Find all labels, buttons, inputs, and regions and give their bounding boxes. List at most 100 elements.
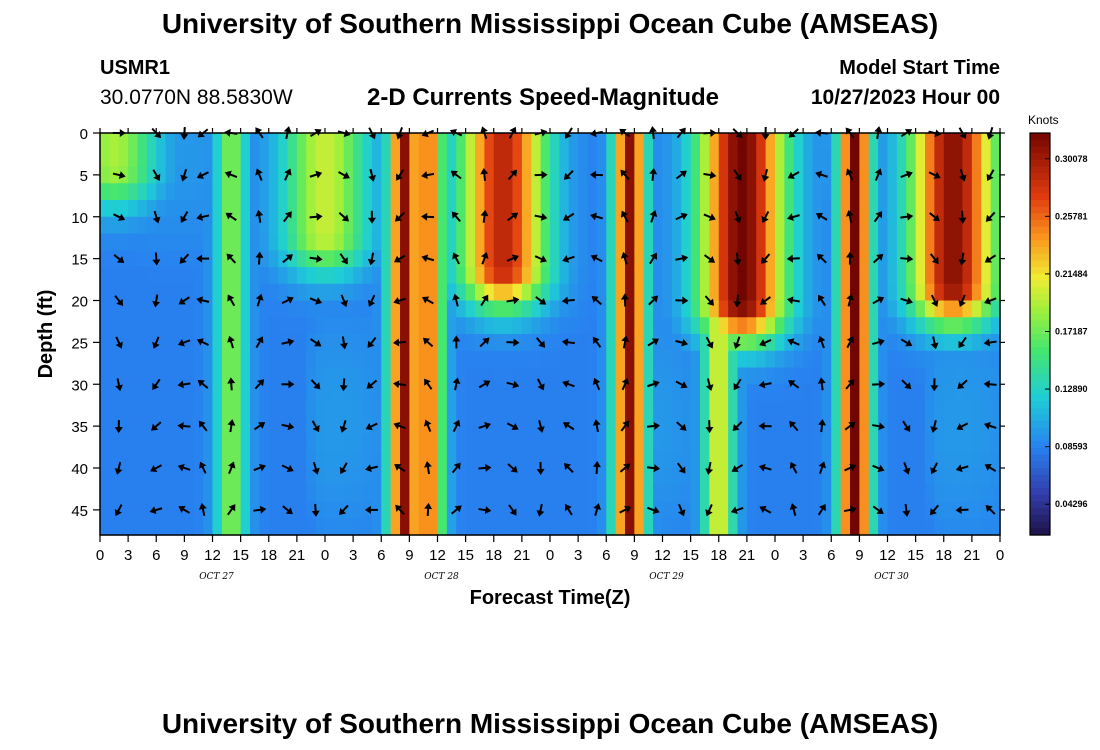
heatmap-cell bbox=[784, 133, 795, 151]
heatmap-cell bbox=[550, 451, 560, 469]
heatmap-cell bbox=[634, 267, 645, 285]
heatmap-cell bbox=[109, 300, 120, 318]
heatmap-cell bbox=[465, 384, 476, 402]
current-arrow bbox=[255, 336, 264, 349]
station-id: USMR1 bbox=[100, 57, 171, 79]
current-arrow bbox=[647, 464, 661, 473]
heatmap-cell bbox=[634, 334, 645, 352]
colorbar-segment bbox=[1030, 501, 1050, 509]
heatmap-cell bbox=[643, 501, 654, 519]
heatmap-cell bbox=[765, 200, 776, 218]
current-arrow bbox=[478, 380, 491, 389]
heatmap-cell bbox=[981, 250, 992, 268]
heatmap-cell bbox=[128, 417, 139, 436]
heatmap-cell bbox=[390, 367, 401, 385]
heatmap-cell bbox=[971, 166, 982, 184]
heatmap-cell bbox=[203, 149, 214, 168]
heatmap-cell bbox=[381, 518, 392, 536]
heatmap-cell bbox=[737, 484, 748, 503]
heatmap-cell bbox=[165, 183, 176, 201]
heatmap-cell bbox=[400, 417, 410, 436]
heatmap-cell bbox=[146, 250, 157, 268]
heatmap-cell bbox=[971, 250, 982, 268]
heatmap-cell bbox=[671, 133, 682, 151]
heatmap-cell bbox=[315, 417, 326, 436]
heatmap-cell bbox=[137, 384, 148, 402]
heatmap-cell bbox=[868, 133, 879, 151]
heatmap-cell bbox=[718, 451, 729, 469]
heatmap-cell bbox=[212, 484, 223, 503]
heatmap-cell bbox=[596, 484, 607, 503]
heatmap-cell bbox=[381, 384, 392, 402]
heatmap-cell bbox=[109, 518, 120, 536]
heatmap-cell bbox=[371, 518, 382, 536]
heatmap-cell bbox=[784, 183, 795, 201]
heatmap-cell bbox=[268, 149, 279, 168]
heatmap-cell bbox=[971, 283, 982, 302]
heatmap-cell bbox=[100, 133, 110, 151]
heatmap-cell bbox=[250, 334, 260, 352]
heatmap-cell bbox=[475, 233, 485, 251]
current-arrow bbox=[393, 380, 407, 389]
colorbar-segment bbox=[1030, 186, 1050, 194]
heatmap-cell bbox=[221, 250, 232, 268]
heatmap-cell bbox=[531, 401, 542, 419]
heatmap-cell bbox=[118, 317, 129, 335]
current-arrow bbox=[179, 253, 190, 264]
heatmap-cell bbox=[700, 518, 710, 536]
heatmap-cell bbox=[315, 317, 326, 335]
heatmap-cell bbox=[925, 401, 935, 419]
heatmap-cell bbox=[193, 216, 204, 235]
heatmap-cell bbox=[531, 501, 542, 519]
colorbar-segment bbox=[1030, 394, 1050, 402]
heatmap-cell bbox=[100, 501, 110, 519]
heatmap-cell bbox=[203, 434, 214, 452]
day-label: OCT 28 bbox=[424, 572, 459, 582]
heatmap-cell bbox=[878, 468, 889, 486]
heatmap-cell bbox=[962, 367, 973, 385]
heatmap-cell bbox=[521, 384, 532, 402]
heatmap-cell bbox=[118, 367, 129, 385]
heatmap-cell bbox=[203, 484, 214, 503]
current-arrow bbox=[177, 380, 191, 389]
heatmap-cell bbox=[446, 200, 457, 218]
heatmap-cell bbox=[568, 233, 579, 251]
heatmap-cell bbox=[709, 334, 720, 352]
heatmap-cell bbox=[175, 283, 185, 302]
heatmap-cell bbox=[109, 233, 120, 251]
heatmap-cell bbox=[156, 283, 167, 302]
heatmap-cell bbox=[878, 250, 889, 268]
heatmap-cell bbox=[268, 417, 279, 436]
heatmap-cell bbox=[868, 367, 879, 385]
heatmap-cell bbox=[137, 484, 148, 503]
heatmap-cell bbox=[868, 434, 879, 452]
heatmap-cell bbox=[475, 216, 485, 235]
heatmap-cell bbox=[531, 468, 542, 486]
heatmap-cell bbox=[371, 216, 382, 235]
heatmap-cell bbox=[756, 133, 767, 151]
heatmap-cell bbox=[371, 434, 382, 452]
heatmap-cell bbox=[803, 283, 814, 302]
heatmap-cell bbox=[606, 350, 617, 369]
heatmap-cell bbox=[934, 149, 945, 168]
heatmap-cell bbox=[109, 317, 120, 335]
heatmap-cell bbox=[803, 350, 814, 369]
heatmap-cell bbox=[259, 518, 270, 536]
heatmap-cell bbox=[278, 468, 289, 486]
heatmap-cell bbox=[896, 350, 907, 369]
heatmap-cell bbox=[671, 484, 682, 503]
heatmap-cell bbox=[690, 468, 701, 486]
heatmap-cell bbox=[437, 149, 448, 168]
heatmap-cell bbox=[587, 518, 598, 536]
heatmap-cell bbox=[606, 200, 617, 218]
heatmap-cell bbox=[653, 401, 664, 419]
heatmap-cell bbox=[775, 501, 785, 519]
heatmap-cell bbox=[240, 334, 251, 352]
heatmap-cell bbox=[165, 451, 176, 469]
heatmap-cell bbox=[718, 350, 729, 369]
current-arrow bbox=[227, 504, 236, 516]
heatmap-cell bbox=[521, 200, 532, 218]
heatmap-cell bbox=[381, 401, 392, 419]
heatmap-cell bbox=[296, 166, 307, 184]
heatmap-cell bbox=[259, 233, 270, 251]
